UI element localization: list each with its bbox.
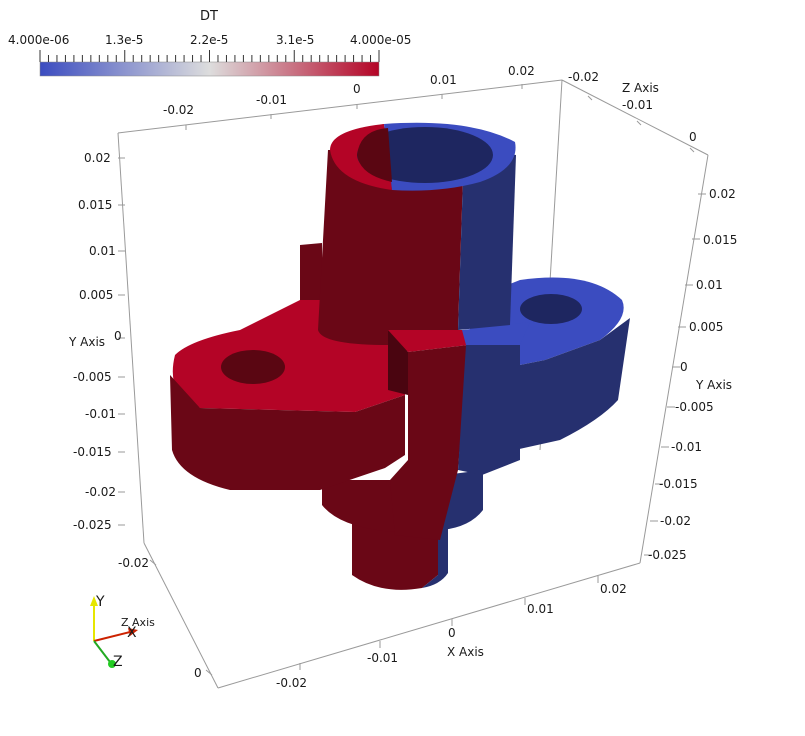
y-tick-label: 0.02 [84, 151, 111, 165]
left-ear-hole [221, 350, 285, 384]
z-tick-label: -0.01 [622, 98, 653, 112]
triad-y-label: Y [95, 594, 105, 610]
y-tick-label: 0.02 [709, 187, 736, 201]
y-tick-label: 0 [114, 329, 122, 343]
y-tick-label: 0.005 [689, 320, 723, 334]
y-tick-label: -0.01 [671, 440, 702, 454]
z-tick-label: -0.02 [118, 556, 149, 570]
main-cylinder-blue [458, 148, 516, 330]
z-axis-title: Z Axis [622, 81, 659, 95]
y-tick-label: -0.005 [675, 400, 714, 414]
colorbar-tick-label: 3.1e-5 [276, 33, 315, 47]
x-tick-label: -0.01 [367, 651, 398, 665]
triad-z-axis-label: Z Axis [121, 616, 155, 629]
y-tick-label: -0.01 [85, 407, 116, 421]
center-block-red-front [390, 345, 468, 540]
colorbar [39, 61, 380, 77]
y-axis-title: Y Axis [68, 335, 105, 349]
center-block-left [388, 330, 408, 395]
x-tick-label: 0.02 [600, 582, 627, 596]
y-tick-label: 0.01 [696, 278, 723, 292]
colorbar-title: DT [200, 9, 218, 24]
y-axis-right-labels: 0.02 0.015 0.01 0.005 0 Y Axis -0.005 -0… [648, 187, 737, 562]
center-block-red-top [388, 330, 468, 352]
y-tick-label: 0.005 [79, 288, 113, 302]
x-tick-label: 0.01 [527, 602, 554, 616]
main-cylinder-red [318, 148, 464, 345]
top-bore-red [357, 128, 392, 182]
y-tick-label: -0.015 [659, 477, 698, 491]
z-axis-top-labels: -0.02 Z Axis -0.01 0 [568, 70, 697, 144]
axes-box [117, 79, 709, 689]
z-tick-label: -0.02 [568, 70, 599, 84]
orientation-triad: Y Z Axis X Z [90, 594, 155, 670]
y-tick-label: 0.015 [703, 233, 737, 247]
x-tick-label: 0.01 [430, 73, 457, 87]
mesh-model[interactable] [170, 122, 630, 590]
x-tick-label: -0.02 [163, 103, 194, 117]
x-tick-label: 0 [448, 626, 456, 640]
left-ear-side [170, 375, 405, 490]
y-tick-label: -0.02 [660, 514, 691, 528]
colorbar-tick-label: 2.2e-5 [190, 33, 229, 47]
x-axis-top-labels: -0.02 -0.01 0 0.01 0.02 [163, 64, 535, 117]
colorbar-ticks [39, 50, 380, 62]
colorbar-tick-label: 1.3e-5 [105, 33, 144, 47]
y-tick-label: -0.025 [648, 548, 687, 562]
y-tick-label: 0.015 [78, 198, 112, 212]
y-axis-title: Y Axis [695, 378, 732, 392]
z-tick-label: 0 [689, 130, 697, 144]
triad-x-label: X [127, 625, 137, 641]
center-block-blue-front [458, 345, 520, 475]
x-tick-label: -0.01 [256, 93, 287, 107]
z-axis-left-labels: -0.02 0 [118, 556, 202, 680]
colorbar-tick-label: 4.000e-05 [350, 33, 412, 47]
axis-tick-marks [118, 84, 706, 676]
right-ear-hole [520, 294, 582, 324]
z-arrow-icon [108, 660, 116, 668]
triad-z-label: Z [113, 654, 123, 670]
x-tick-label: 0 [353, 82, 361, 96]
center-block-blue-top [462, 322, 530, 345]
z-tick-label: 0 [194, 666, 202, 680]
left-rib [300, 243, 322, 300]
x-axis-bottom-labels: -0.02 -0.01 0 X Axis 0.01 0.02 [276, 582, 627, 690]
y-tick-label: -0.005 [73, 370, 112, 384]
x-tick-label: -0.02 [276, 676, 307, 690]
x-arrow-icon [128, 628, 138, 636]
y-tick-label: 0.01 [89, 244, 116, 258]
y-arrow-icon [90, 596, 98, 606]
y-tick-label: 0 [680, 360, 688, 374]
y-tick-label: -0.02 [85, 485, 116, 499]
colorbar-tick-label: 4.000e-06 [8, 33, 70, 47]
x-axis-title: X Axis [447, 645, 484, 659]
y-tick-label: -0.025 [73, 518, 112, 532]
x-tick-label: 0.02 [508, 64, 535, 78]
y-axis-left-labels: 0.02 0.015 0.01 0.005 Y Axis 0 -0.005 -0… [68, 151, 122, 532]
y-tick-label: -0.015 [73, 445, 112, 459]
